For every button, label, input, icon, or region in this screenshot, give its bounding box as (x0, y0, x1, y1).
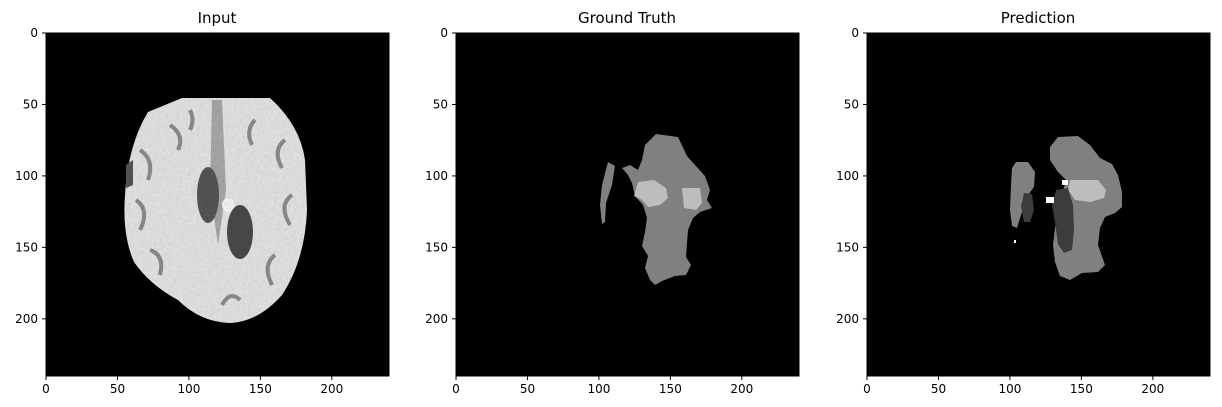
x-tick-label: 200 (320, 382, 343, 396)
y-tick-label: 150 (15, 240, 38, 254)
x-tick-label: 100 (587, 382, 610, 396)
ventricle-left (197, 167, 219, 223)
x-tick-label: 150 (659, 382, 682, 396)
y-axis-ground-truth: 0 50 100 150 200 (425, 26, 456, 326)
x-tick-label: 50 (520, 382, 535, 396)
brain-sulci-left (134, 109, 195, 276)
panel-title-ground-truth: Ground Truth (578, 9, 676, 27)
axes-frame-ground-truth (455, 32, 800, 377)
y-tick-label: 50 (23, 97, 38, 111)
y-tick-label: 0 (30, 26, 38, 40)
x-tick-label: 50 (931, 382, 946, 396)
y-axis-input: 0 50 100 150 200 (15, 26, 46, 326)
y-axis-prediction: 0 50 100 150 200 (836, 26, 867, 326)
brain-scan-image (124, 98, 308, 323)
y-tick-label: 100 (15, 169, 38, 183)
x-tick-label: 0 (452, 382, 460, 396)
y-tick-label: 200 (15, 312, 38, 326)
ventricle-right (227, 205, 253, 259)
y-tick-label: 100 (425, 169, 448, 183)
panel-prediction: Prediction 0 50 100 150 200 0 50 100 150 200 (836, 9, 1211, 396)
y-tick-label: 150 (836, 240, 859, 254)
x-tick-label: 0 (863, 382, 871, 396)
brain-edge-shadow (126, 160, 133, 188)
x-tick-label: 0 (42, 382, 50, 396)
x-tick-label: 150 (1070, 382, 1093, 396)
y-tick-label: 200 (836, 312, 859, 326)
pred-region-enhancing (1046, 197, 1054, 203)
lesion-bright (222, 198, 234, 212)
image-background-ground-truth (456, 33, 799, 376)
pred-region-necrosis (1052, 188, 1074, 253)
x-tick-label: 200 (730, 382, 753, 396)
pred-region-edema-left (1010, 162, 1035, 228)
y-tick-label: 50 (433, 97, 448, 111)
y-tick-label: 0 (440, 26, 448, 40)
panel-ground-truth: Ground Truth 0 50 100 150 200 0 50 100 150 200 (425, 9, 800, 396)
pred-speck (1014, 240, 1016, 243)
x-tick-label: 200 (1141, 382, 1164, 396)
pred-region-necrosis-left (1021, 193, 1034, 222)
y-tick-label: 0 (851, 26, 859, 40)
x-axis-prediction: 0 50 100 150 200 (863, 376, 1164, 396)
x-tick-label: 50 (110, 382, 125, 396)
y-tick-label: 50 (844, 97, 859, 111)
pred-region-core (1068, 180, 1106, 202)
panel-title-input: Input (198, 9, 237, 27)
x-axis-input: 0 50 100 150 200 (42, 376, 343, 396)
gt-region-edema (622, 134, 712, 285)
axes-frame-input (45, 32, 390, 377)
x-tick-label: 100 (177, 382, 200, 396)
image-background-prediction (867, 33, 1210, 376)
pred-region-enhancing-2 (1062, 180, 1068, 185)
x-tick-label: 150 (249, 382, 272, 396)
axes-frame-prediction (866, 32, 1211, 377)
y-tick-label: 100 (836, 169, 859, 183)
x-tick-label: 100 (998, 382, 1021, 396)
y-tick-label: 200 (425, 312, 448, 326)
gt-region-edema-small (600, 162, 615, 224)
panel-title-prediction: Prediction (1001, 9, 1076, 27)
gt-region-core-right (682, 188, 702, 210)
y-tick-label: 150 (425, 240, 448, 254)
x-axis-ground-truth: 0 50 100 150 200 (452, 376, 753, 396)
brain-sulci-right (220, 118, 294, 307)
gt-region-core (634, 180, 668, 207)
panel-input: Input 0 50 100 150 200 0 50 100 150 200 (15, 9, 390, 396)
